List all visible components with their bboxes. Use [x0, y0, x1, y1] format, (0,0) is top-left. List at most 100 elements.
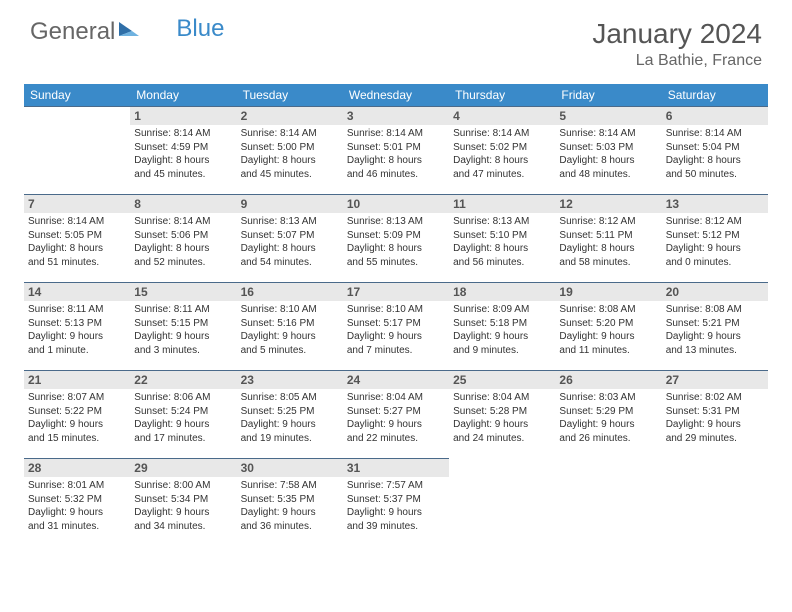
- day-number: 3: [343, 106, 449, 125]
- day-body: Sunrise: 8:14 AMSunset: 5:04 PMDaylight:…: [662, 125, 768, 183]
- day-body: Sunrise: 8:14 AMSunset: 5:03 PMDaylight:…: [555, 125, 661, 183]
- day-cell: 28Sunrise: 8:01 AMSunset: 5:32 PMDayligh…: [24, 458, 130, 546]
- empty-day: [449, 458, 555, 475]
- daylight-line2: and 46 minutes.: [347, 168, 445, 182]
- day-cell: 17Sunrise: 8:10 AMSunset: 5:17 PMDayligh…: [343, 282, 449, 370]
- daylight-line1: Daylight: 8 hours: [28, 242, 126, 256]
- day-body: Sunrise: 8:01 AMSunset: 5:32 PMDaylight:…: [24, 477, 130, 535]
- day-cell: 27Sunrise: 8:02 AMSunset: 5:31 PMDayligh…: [662, 370, 768, 458]
- day-body: Sunrise: 8:02 AMSunset: 5:31 PMDaylight:…: [662, 389, 768, 447]
- daylight-line1: Daylight: 9 hours: [666, 418, 764, 432]
- sunrise-text: Sunrise: 8:14 AM: [241, 127, 339, 141]
- day-cell: 29Sunrise: 8:00 AMSunset: 5:34 PMDayligh…: [130, 458, 236, 546]
- day-cell: 16Sunrise: 8:10 AMSunset: 5:16 PMDayligh…: [237, 282, 343, 370]
- day-number: 25: [449, 370, 555, 389]
- empty-day: [555, 458, 661, 475]
- daylight-line1: Daylight: 9 hours: [241, 418, 339, 432]
- day-cell: 13Sunrise: 8:12 AMSunset: 5:12 PMDayligh…: [662, 194, 768, 282]
- daylight-line1: Daylight: 8 hours: [559, 242, 657, 256]
- sunrise-text: Sunrise: 8:13 AM: [453, 215, 551, 229]
- day-cell: 15Sunrise: 8:11 AMSunset: 5:15 PMDayligh…: [130, 282, 236, 370]
- dow-thursday: Thursday: [449, 84, 555, 106]
- sunrise-text: Sunrise: 8:12 AM: [559, 215, 657, 229]
- sunset-text: Sunset: 5:06 PM: [134, 229, 232, 243]
- sunset-text: Sunset: 5:27 PM: [347, 405, 445, 419]
- day-cell: 1Sunrise: 8:14 AMSunset: 4:59 PMDaylight…: [130, 106, 236, 194]
- sunrise-text: Sunrise: 8:03 AM: [559, 391, 657, 405]
- day-number: 17: [343, 282, 449, 301]
- daylight-line2: and 24 minutes.: [453, 432, 551, 446]
- sunset-text: Sunset: 5:17 PM: [347, 317, 445, 331]
- day-number: 20: [662, 282, 768, 301]
- sunset-text: Sunset: 5:01 PM: [347, 141, 445, 155]
- sunrise-text: Sunrise: 8:14 AM: [28, 215, 126, 229]
- day-cell: 10Sunrise: 8:13 AMSunset: 5:09 PMDayligh…: [343, 194, 449, 282]
- sunset-text: Sunset: 5:24 PM: [134, 405, 232, 419]
- day-cell: 23Sunrise: 8:05 AMSunset: 5:25 PMDayligh…: [237, 370, 343, 458]
- day-cell: 25Sunrise: 8:04 AMSunset: 5:28 PMDayligh…: [449, 370, 555, 458]
- daylight-line2: and 22 minutes.: [347, 432, 445, 446]
- day-body: Sunrise: 8:12 AMSunset: 5:11 PMDaylight:…: [555, 213, 661, 271]
- daylight-line1: Daylight: 9 hours: [453, 330, 551, 344]
- sunset-text: Sunset: 5:37 PM: [347, 493, 445, 507]
- day-body: Sunrise: 8:12 AMSunset: 5:12 PMDaylight:…: [662, 213, 768, 271]
- day-body: Sunrise: 8:00 AMSunset: 5:34 PMDaylight:…: [130, 477, 236, 535]
- day-cell: 3Sunrise: 8:14 AMSunset: 5:01 PMDaylight…: [343, 106, 449, 194]
- sunset-text: Sunset: 5:20 PM: [559, 317, 657, 331]
- day-number: 1: [130, 106, 236, 125]
- sunrise-text: Sunrise: 8:04 AM: [347, 391, 445, 405]
- day-body: Sunrise: 8:13 AMSunset: 5:10 PMDaylight:…: [449, 213, 555, 271]
- dow-sunday: Sunday: [24, 84, 130, 106]
- sunrise-text: Sunrise: 8:14 AM: [134, 127, 232, 141]
- day-number: 21: [24, 370, 130, 389]
- dow-wednesday: Wednesday: [343, 84, 449, 106]
- day-body: Sunrise: 8:07 AMSunset: 5:22 PMDaylight:…: [24, 389, 130, 447]
- daylight-line2: and 56 minutes.: [453, 256, 551, 270]
- daylight-line2: and 31 minutes.: [28, 520, 126, 534]
- daylight-line1: Daylight: 8 hours: [134, 242, 232, 256]
- week-row: 28Sunrise: 8:01 AMSunset: 5:32 PMDayligh…: [24, 458, 768, 546]
- day-body: Sunrise: 8:04 AMSunset: 5:28 PMDaylight:…: [449, 389, 555, 447]
- daylight-line1: Daylight: 8 hours: [134, 154, 232, 168]
- daylight-line2: and 11 minutes.: [559, 344, 657, 358]
- sunset-text: Sunset: 5:29 PM: [559, 405, 657, 419]
- day-body: Sunrise: 8:14 AMSunset: 5:00 PMDaylight:…: [237, 125, 343, 183]
- sunset-text: Sunset: 5:32 PM: [28, 493, 126, 507]
- day-body: Sunrise: 8:08 AMSunset: 5:21 PMDaylight:…: [662, 301, 768, 359]
- day-number: 8: [130, 194, 236, 213]
- daylight-line1: Daylight: 9 hours: [347, 506, 445, 520]
- day-cell: 14Sunrise: 8:11 AMSunset: 5:13 PMDayligh…: [24, 282, 130, 370]
- daylight-line2: and 26 minutes.: [559, 432, 657, 446]
- empty-day: [662, 458, 768, 475]
- daylight-line2: and 1 minute.: [28, 344, 126, 358]
- day-number: 30: [237, 458, 343, 477]
- daylight-line1: Daylight: 9 hours: [134, 418, 232, 432]
- day-number: 5: [555, 106, 661, 125]
- day-number: 26: [555, 370, 661, 389]
- day-cell: 20Sunrise: 8:08 AMSunset: 5:21 PMDayligh…: [662, 282, 768, 370]
- day-body: Sunrise: 8:04 AMSunset: 5:27 PMDaylight:…: [343, 389, 449, 447]
- day-cell: 8Sunrise: 8:14 AMSunset: 5:06 PMDaylight…: [130, 194, 236, 282]
- day-body: Sunrise: 8:13 AMSunset: 5:07 PMDaylight:…: [237, 213, 343, 271]
- day-number: 27: [662, 370, 768, 389]
- daylight-line2: and 9 minutes.: [453, 344, 551, 358]
- daylight-line2: and 3 minutes.: [134, 344, 232, 358]
- title-block: January 2024 La Bathie, France: [592, 18, 762, 70]
- sunrise-text: Sunrise: 8:02 AM: [666, 391, 764, 405]
- sunrise-text: Sunrise: 8:13 AM: [347, 215, 445, 229]
- daylight-line1: Daylight: 8 hours: [241, 154, 339, 168]
- daylight-line1: Daylight: 9 hours: [134, 330, 232, 344]
- sunrise-text: Sunrise: 8:01 AM: [28, 479, 126, 493]
- sunset-text: Sunset: 5:13 PM: [28, 317, 126, 331]
- day-number: 19: [555, 282, 661, 301]
- daylight-line2: and 7 minutes.: [347, 344, 445, 358]
- week-row: 21Sunrise: 8:07 AMSunset: 5:22 PMDayligh…: [24, 370, 768, 458]
- daylight-line2: and 51 minutes.: [28, 256, 126, 270]
- sunrise-text: Sunrise: 7:58 AM: [241, 479, 339, 493]
- sunrise-text: Sunrise: 8:14 AM: [347, 127, 445, 141]
- daylight-line2: and 15 minutes.: [28, 432, 126, 446]
- day-cell: 12Sunrise: 8:12 AMSunset: 5:11 PMDayligh…: [555, 194, 661, 282]
- sunrise-text: Sunrise: 8:04 AM: [453, 391, 551, 405]
- daylight-line2: and 50 minutes.: [666, 168, 764, 182]
- sunset-text: Sunset: 5:22 PM: [28, 405, 126, 419]
